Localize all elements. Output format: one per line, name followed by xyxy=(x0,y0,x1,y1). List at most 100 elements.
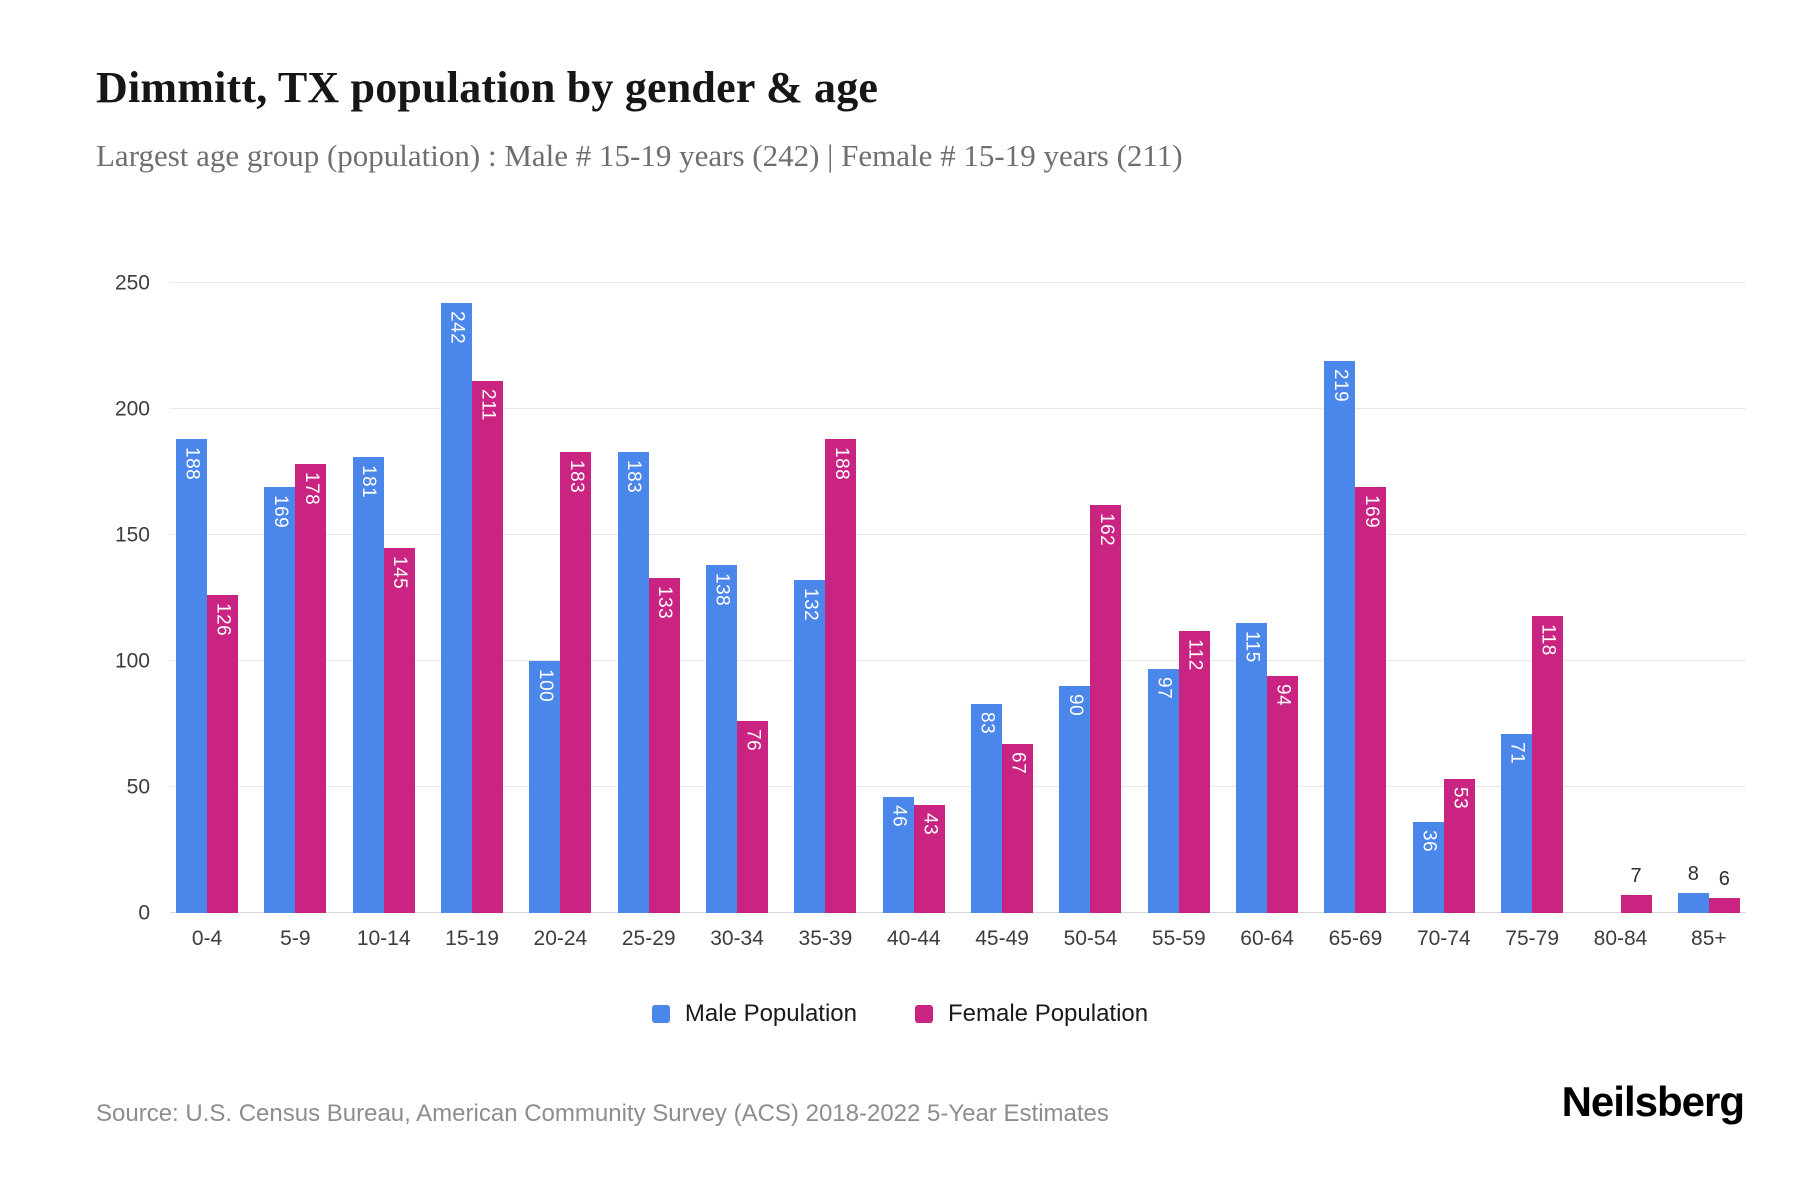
gridline xyxy=(170,912,1746,913)
bar-group-10-14: 181 145 10-14 xyxy=(352,283,415,950)
bar-female-5-9: 178 xyxy=(295,464,327,913)
bar-male-0-4: 188 xyxy=(176,439,207,913)
bar-male-35-39: 132 xyxy=(794,580,826,913)
bar-value-label: 138 xyxy=(711,573,733,607)
y-axis-tick-label: 250 xyxy=(114,271,150,295)
female-swatch-icon xyxy=(915,1005,933,1023)
bar-value-label: 188 xyxy=(830,447,852,481)
legend-label-female: Female Population xyxy=(948,1000,1149,1027)
gridline xyxy=(170,660,1746,661)
bar-female-70-74: 53 xyxy=(1443,779,1475,913)
bar-male-25-29: 183 xyxy=(617,451,649,913)
gridline xyxy=(170,282,1746,283)
bar-male-30-34: 138 xyxy=(706,565,738,913)
bar-male-60-64: 115 xyxy=(1236,623,1268,913)
bar-group-80-84: 7 80-84 xyxy=(1590,283,1652,950)
bar-female-45-49: 67 xyxy=(1002,744,1034,913)
bar-value-label: 133 xyxy=(654,585,676,620)
bar-value-label: 183 xyxy=(565,459,587,494)
x-axis-category-label: 80-84 xyxy=(1593,927,1648,950)
bar-group-85+: 8 6 85+ xyxy=(1677,283,1740,950)
bar-value-label: 145 xyxy=(389,555,411,589)
gridline xyxy=(170,534,1746,535)
bar-group-65-69: 219 169 65-69 xyxy=(1324,283,1387,950)
x-axis-category-label: 25-29 xyxy=(621,927,676,950)
bar-value-label: 211 xyxy=(477,389,499,422)
bar-female-55-59: 112 xyxy=(1178,630,1210,913)
bar-value-label: 97 xyxy=(1153,676,1175,699)
bar-value-label: 188 xyxy=(181,447,203,481)
bar-value-label: 126 xyxy=(212,603,234,637)
bar-male-50-54: 90 xyxy=(1059,686,1091,913)
bar-group-45-49: 83 67 45-49 xyxy=(971,283,1034,950)
gridline xyxy=(170,408,1746,409)
bar-female-60-64: 94 xyxy=(1267,676,1299,913)
x-axis-category-label: 45-49 xyxy=(975,927,1029,950)
bar-male-70-74: 36 xyxy=(1412,822,1444,913)
bar-female-75-79: 118 xyxy=(1532,615,1564,913)
bar-value-label: 219 xyxy=(1329,369,1351,403)
chart-title: Dimmitt, TX population by gender & age xyxy=(96,63,879,112)
legend-item-female[interactable]: Female Population xyxy=(915,1000,1148,1028)
source-attribution: Source: U.S. Census Bureau, American Com… xyxy=(96,1100,1109,1127)
bar-female-15-19: 211 xyxy=(472,381,504,913)
bar-value-label: 169 xyxy=(1360,495,1382,529)
y-axis-tick-label: 0 xyxy=(138,901,150,925)
bar-male-10-14: 181 xyxy=(352,456,384,913)
bar-value-label: 162 xyxy=(1095,512,1117,546)
bar-female-35-39: 188 xyxy=(825,439,857,913)
bar-value-label: 36 xyxy=(1418,830,1440,853)
bar-value-label: 112 xyxy=(1184,638,1206,671)
bar-female-25-29: 133 xyxy=(648,577,680,913)
x-axis-category-label: 35-39 xyxy=(798,927,853,950)
bar-group-15-19: 242 211 15-19 xyxy=(441,283,504,950)
x-axis-category-label: 65-69 xyxy=(1328,927,1383,950)
bar-value-label: 6 xyxy=(1718,867,1730,890)
bar-female-50-54: 162 xyxy=(1090,504,1122,913)
bar-group-5-9: 169 178 5-9 xyxy=(264,283,327,950)
bar-male-40-44: 46 xyxy=(882,797,914,913)
x-axis-category-label: 0-4 xyxy=(191,927,223,950)
legend-label-male: Male Population xyxy=(684,1000,857,1027)
bar-value-label: 7 xyxy=(1630,865,1642,888)
bar-value-label: 115 xyxy=(1241,631,1263,663)
bar-group-40-44: 46 43 40-44 xyxy=(882,283,945,950)
bar-male-45-49: 83 xyxy=(971,703,1003,913)
bar-female-65-69: 169 xyxy=(1355,487,1387,913)
x-axis-category-label: 15-19 xyxy=(445,927,499,950)
bar-group-20-24: 100 183 20-24 xyxy=(529,283,592,950)
bar-group-30-34: 138 76 30-34 xyxy=(706,283,769,950)
x-axis-category-label: 60-64 xyxy=(1240,927,1294,950)
y-axis-tick-label: 150 xyxy=(114,523,150,547)
bar-group-35-39: 132 188 35-39 xyxy=(794,283,857,950)
bar-value-label: 76 xyxy=(742,729,764,752)
bar-value-label: 43 xyxy=(919,812,941,835)
bar-value-label: 169 xyxy=(269,495,291,529)
x-axis-category-label: 5-9 xyxy=(280,927,311,950)
bar-value-label: 53 xyxy=(1449,787,1471,810)
gridline xyxy=(170,786,1746,787)
bar-female-30-34: 76 xyxy=(737,721,769,913)
bar-value-label: 46 xyxy=(888,805,910,828)
brand-logo: Neilsberg xyxy=(1561,1078,1745,1125)
bar-male-20-24: 100 xyxy=(529,661,561,913)
x-axis-category-label: 70-74 xyxy=(1416,927,1471,950)
bar-group-55-59: 97 112 55-59 xyxy=(1147,283,1210,950)
bar-male-15-19: 242 xyxy=(441,303,473,913)
legend-item-male[interactable]: Male Population xyxy=(651,1000,857,1028)
x-axis-category-label: 75-79 xyxy=(1505,927,1560,950)
y-axis-tick-label: 50 xyxy=(126,775,150,799)
x-axis-category-label: 50-54 xyxy=(1063,927,1118,950)
bar-value-label: 8 xyxy=(1687,862,1699,885)
x-axis-category-label: 20-24 xyxy=(533,927,588,950)
x-axis-category-label: 10-14 xyxy=(356,927,411,950)
chart-subtitle: Largest age group (population) : Male # … xyxy=(96,138,1183,173)
bar-value-label: 83 xyxy=(976,711,998,734)
bar-group-25-29: 183 133 25-29 xyxy=(617,283,680,950)
plot-area: 0 50 100 150 200 250 188 126 0-4 169 178 5-9 181 145 1… xyxy=(115,273,1746,950)
bar-group-50-54: 90 162 50-54 xyxy=(1059,283,1122,950)
bar-value-label: 71 xyxy=(1506,742,1528,765)
bar-male-85+: 8 xyxy=(1677,863,1709,913)
bar-female-10-14: 145 xyxy=(383,547,415,913)
